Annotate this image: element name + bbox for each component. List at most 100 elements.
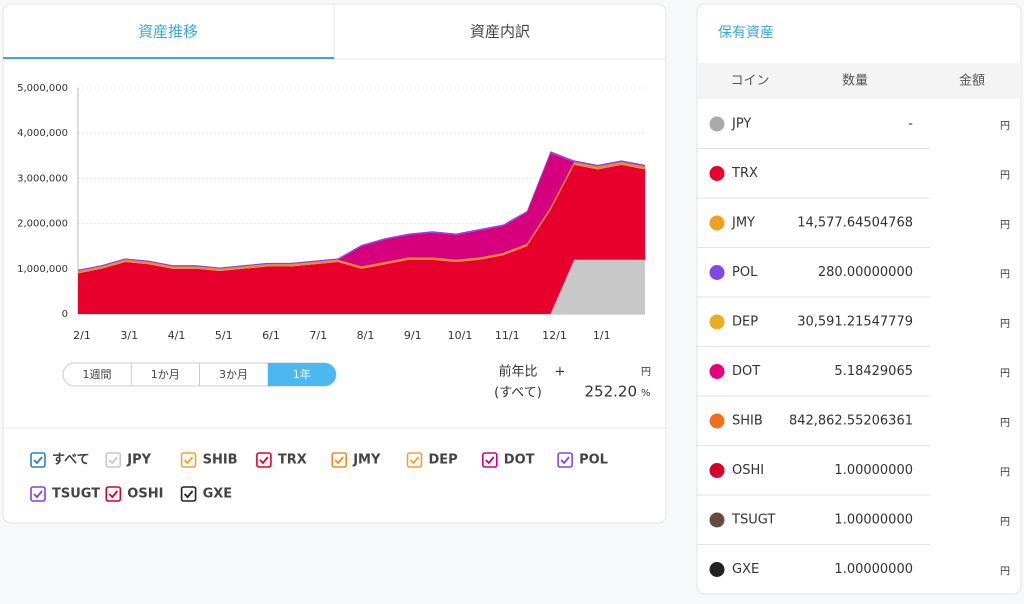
coin-unit: 円 <box>1000 270 1010 281</box>
checkmark <box>33 490 43 499</box>
coin-unit: 円 <box>1000 567 1010 578</box>
coin-unit: 円 <box>1000 171 1010 182</box>
coin-name: DEP <box>732 315 758 330</box>
tab[interactable]: 資産内訳 <box>470 23 530 41</box>
coin-qty: 842,862.55206361 <box>789 414 913 429</box>
checkmark <box>108 490 118 499</box>
coin-icon <box>709 265 725 280</box>
y-tick-label: 4,000,000 <box>17 128 68 139</box>
tab-underline <box>3 57 334 59</box>
coin-icon <box>709 166 725 181</box>
y-tick-label: 5,000,000 <box>17 83 68 94</box>
range-button[interactable]: 1年 <box>293 367 311 381</box>
legend-label[interactable]: SHIB <box>203 453 238 468</box>
coin-qty: 30,591.21547779 <box>797 315 913 330</box>
coin-unit: 円 <box>1000 369 1010 380</box>
checkbox[interactable] <box>30 452 46 468</box>
coin-unit: 円 <box>1000 418 1010 429</box>
table-header-bg <box>697 63 1021 99</box>
checkbox[interactable] <box>406 452 423 468</box>
checkmark <box>259 456 269 465</box>
area-trx <box>78 164 645 314</box>
coin-name: JPY <box>731 117 751 132</box>
range-active <box>267 363 336 386</box>
coin-name: GXE <box>732 562 759 577</box>
coin-icon <box>709 314 725 330</box>
checkbox[interactable] <box>105 486 122 502</box>
checkmark <box>183 490 194 499</box>
checkbox[interactable] <box>180 486 197 502</box>
y-tick-label: 2,000,000 <box>17 219 68 230</box>
coin-icon <box>709 116 725 132</box>
legend-label[interactable]: すべて <box>52 453 90 468</box>
area-pol <box>78 151 645 272</box>
checkbox[interactable] <box>105 452 122 468</box>
coin-icon <box>709 413 725 429</box>
x-tick-label: 9/1 <box>404 329 422 342</box>
x-tick-label: 3/1 <box>120 329 138 342</box>
coin-name: SHIB <box>732 414 763 429</box>
summary-value: 252.20 <box>585 383 638 401</box>
checkbox[interactable] <box>331 452 348 468</box>
range-button[interactable]: 1か月 <box>151 368 180 381</box>
checkbox[interactable] <box>557 452 573 468</box>
coin-qty: - <box>908 117 913 132</box>
coin-qty: 280.00000000 <box>818 265 913 280</box>
legend-label[interactable]: DOT <box>504 453 535 468</box>
checkbox[interactable] <box>481 452 498 468</box>
summary-sign: + <box>555 365 566 380</box>
coin-qty: 1.00000000 <box>834 463 913 478</box>
x-tick-label: 5/1 <box>215 329 233 342</box>
legend-label[interactable]: DEP <box>429 453 458 468</box>
coin-qty: 5.18429065 <box>834 364 913 379</box>
checkmark <box>485 456 495 465</box>
coin-unit: 円 <box>1000 121 1010 132</box>
coin-qty: 14,577.64504768 <box>797 216 913 231</box>
holdings-title: 保有資産 <box>718 25 774 41</box>
coin-icon <box>709 364 725 379</box>
summary-yen: 円 <box>641 367 651 378</box>
coin-qty: 1.00000000 <box>834 562 913 577</box>
legend-label[interactable]: JPY <box>126 453 151 468</box>
checkbox[interactable] <box>30 486 46 502</box>
coin-icon <box>709 463 725 478</box>
table-header: 数量 <box>842 74 868 89</box>
x-tick-label: 8/1 <box>357 329 375 342</box>
legend-label[interactable]: GXE <box>203 487 233 502</box>
range-button[interactable]: 1週間 <box>83 368 112 381</box>
coin-name: JMY <box>731 216 755 231</box>
range-button[interactable]: 3か月 <box>219 368 248 381</box>
legend-label[interactable]: TSUGT <box>52 487 100 502</box>
coin-name: DOT <box>732 364 760 379</box>
checkbox[interactable] <box>180 452 197 468</box>
coin-unit: 円 <box>1000 220 1010 231</box>
summary-label: 前年比 <box>498 364 537 380</box>
checkbox[interactable] <box>256 452 272 468</box>
tab[interactable]: 資産推移 <box>138 23 198 41</box>
checkmark <box>183 456 194 465</box>
coin-unit: 円 <box>1000 319 1010 330</box>
coin-unit: 円 <box>1000 468 1010 479</box>
x-tick-label: 10/1 <box>448 329 473 342</box>
legend-label[interactable]: JMY <box>352 453 381 468</box>
checkmark <box>108 456 118 465</box>
area-jmy <box>78 162 645 274</box>
legend-label[interactable]: TRX <box>278 453 307 468</box>
checkmark <box>33 456 43 465</box>
summary-percent: % <box>641 388 651 399</box>
summary-sub: (すべて) <box>494 386 542 401</box>
coin-name: TRX <box>731 166 758 181</box>
coin-icon <box>709 562 725 577</box>
table-header: コイン <box>730 74 769 89</box>
checkmark <box>409 456 420 465</box>
legend-label[interactable]: POL <box>579 453 608 468</box>
legend-label[interactable]: OSHI <box>127 487 163 502</box>
coin-name: TSUGT <box>731 513 775 528</box>
coin-icon <box>709 215 725 231</box>
checkmark <box>560 456 570 465</box>
x-tick-label: 11/1 <box>495 329 520 342</box>
y-tick-label: 0 <box>62 309 68 320</box>
x-tick-label: 4/1 <box>168 329 186 342</box>
x-tick-label: 2/1 <box>73 329 91 342</box>
